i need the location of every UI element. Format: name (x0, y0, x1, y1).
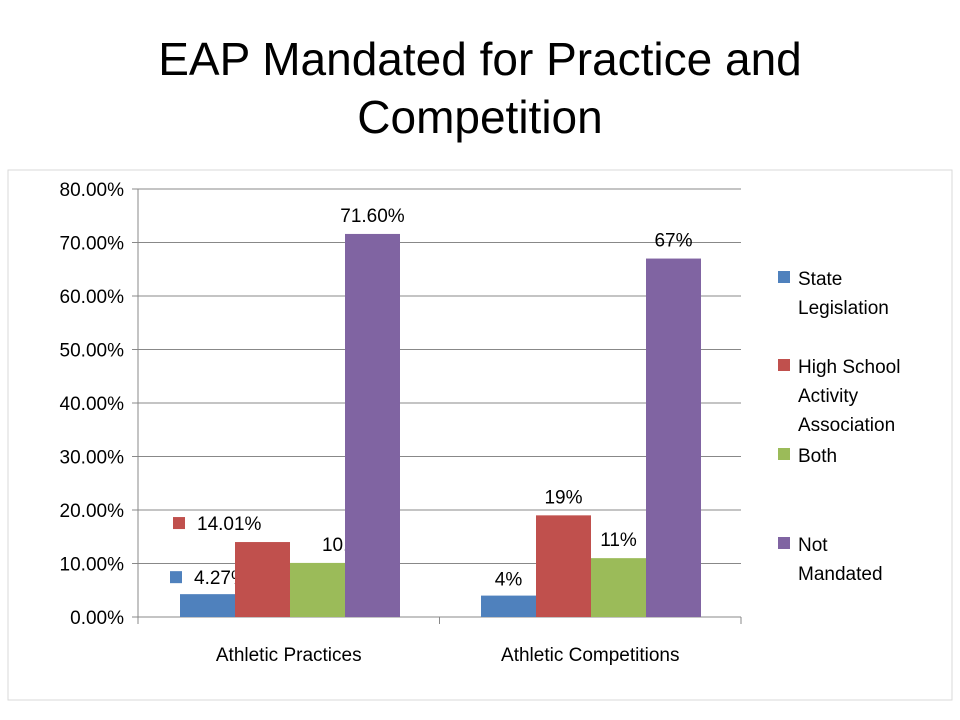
y-tick-label: 0.00% (70, 608, 124, 629)
bar (646, 258, 701, 617)
y-tick-label: 20.00% (60, 501, 125, 522)
legend-label: Association (798, 415, 895, 436)
bar (591, 558, 646, 617)
legend-label: Not (798, 535, 828, 556)
legend-label: High School (798, 357, 900, 378)
y-tick-label: 80.00% (60, 180, 125, 201)
slide-title-line-2: Competition (357, 91, 603, 143)
data-label: 67% (654, 231, 692, 252)
bar (235, 542, 290, 617)
y-tick-label: 10.00% (60, 555, 125, 576)
y-tick-label: 30.00% (60, 448, 125, 469)
legend-label: State (798, 269, 842, 290)
data-label: 11% (600, 530, 637, 551)
data-label: 4% (495, 570, 523, 591)
legend-swatch (778, 359, 790, 371)
slide-title-line-1: EAP Mandated for Practice and (158, 33, 802, 85)
bar (345, 233, 400, 617)
data-label: 19% (544, 487, 582, 508)
bar (481, 595, 536, 617)
legend-label: Mandated (798, 564, 883, 585)
bar (536, 515, 591, 617)
data-label: 14.01% (197, 514, 262, 535)
legend-label: Both (798, 446, 837, 467)
y-tick-label: 60.00% (60, 287, 125, 308)
legend-swatch (778, 448, 790, 460)
data-label-marker (173, 517, 185, 530)
legend-swatch (778, 537, 790, 549)
slide-title: EAP Mandated for Practice and Competitio… (80, 30, 880, 146)
data-label: 4.27% (194, 568, 248, 589)
legend-label: Legislation (798, 298, 889, 319)
bar (290, 562, 345, 617)
y-tick-label: 50.00% (60, 341, 125, 362)
x-tick-label: Athletic Practices (216, 645, 362, 666)
bar (180, 594, 235, 617)
y-tick-label: 40.00% (60, 394, 125, 415)
legend-swatch (778, 271, 790, 283)
x-tick-label: Athletic Competitions (501, 645, 679, 666)
y-tick-label: 70.00% (60, 234, 125, 255)
data-label-marker (170, 571, 182, 584)
chart-area-border (7, 169, 953, 701)
legend-label: Activity (798, 386, 859, 407)
data-label: 71.60% (340, 206, 405, 227)
